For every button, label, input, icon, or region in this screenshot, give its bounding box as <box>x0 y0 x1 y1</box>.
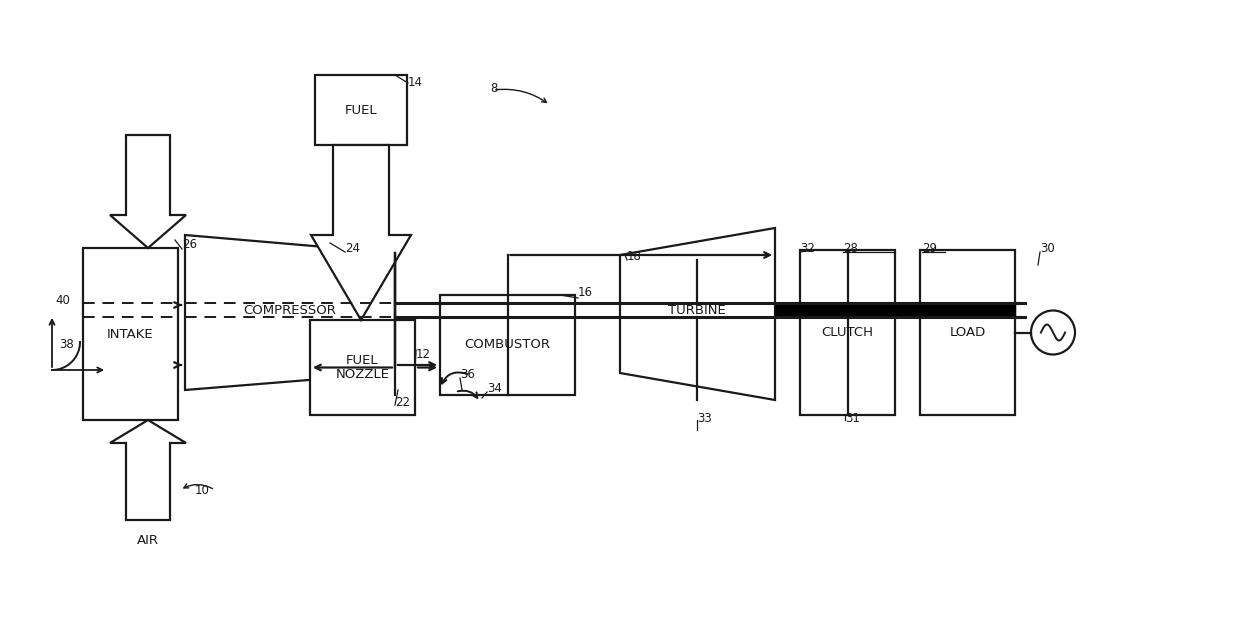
Text: 10: 10 <box>195 483 210 497</box>
Bar <box>920 250 1016 415</box>
Bar <box>310 320 415 415</box>
Text: 30: 30 <box>1040 242 1055 255</box>
Polygon shape <box>311 145 410 320</box>
Text: AIR: AIR <box>136 533 159 546</box>
Text: INTAKE: INTAKE <box>107 328 154 341</box>
Text: FUEL: FUEL <box>345 103 377 117</box>
Text: 28: 28 <box>843 242 858 255</box>
Text: 22: 22 <box>396 396 410 409</box>
Text: 34: 34 <box>487 381 502 394</box>
Text: FUEL
NOZZLE: FUEL NOZZLE <box>336 353 389 381</box>
Text: 16: 16 <box>578 285 593 298</box>
Text: 8: 8 <box>490 82 497 95</box>
Text: COMPRESSOR: COMPRESSOR <box>243 303 336 316</box>
Text: 24: 24 <box>345 242 360 255</box>
Bar <box>83 248 179 420</box>
Bar <box>800 250 895 415</box>
Polygon shape <box>110 420 186 520</box>
Text: 36: 36 <box>460 368 475 381</box>
Bar <box>440 295 575 395</box>
Text: 40: 40 <box>55 293 69 307</box>
Text: COMBUSTOR: COMBUSTOR <box>465 338 551 351</box>
Text: 31: 31 <box>844 412 859 424</box>
Text: 33: 33 <box>697 412 712 424</box>
Text: 32: 32 <box>800 242 815 255</box>
Text: LOAD: LOAD <box>950 326 986 339</box>
Text: 26: 26 <box>182 239 197 252</box>
Polygon shape <box>620 228 775 400</box>
Text: 12: 12 <box>415 348 432 361</box>
Text: 18: 18 <box>627 249 642 262</box>
Polygon shape <box>110 135 186 248</box>
Text: 14: 14 <box>408 77 423 90</box>
Text: 29: 29 <box>923 242 937 255</box>
Text: CLUTCH: CLUTCH <box>821 326 873 339</box>
Bar <box>315 75 407 145</box>
Text: 38: 38 <box>60 338 73 351</box>
Polygon shape <box>185 235 396 390</box>
Text: TURBINE: TURBINE <box>668 303 725 316</box>
